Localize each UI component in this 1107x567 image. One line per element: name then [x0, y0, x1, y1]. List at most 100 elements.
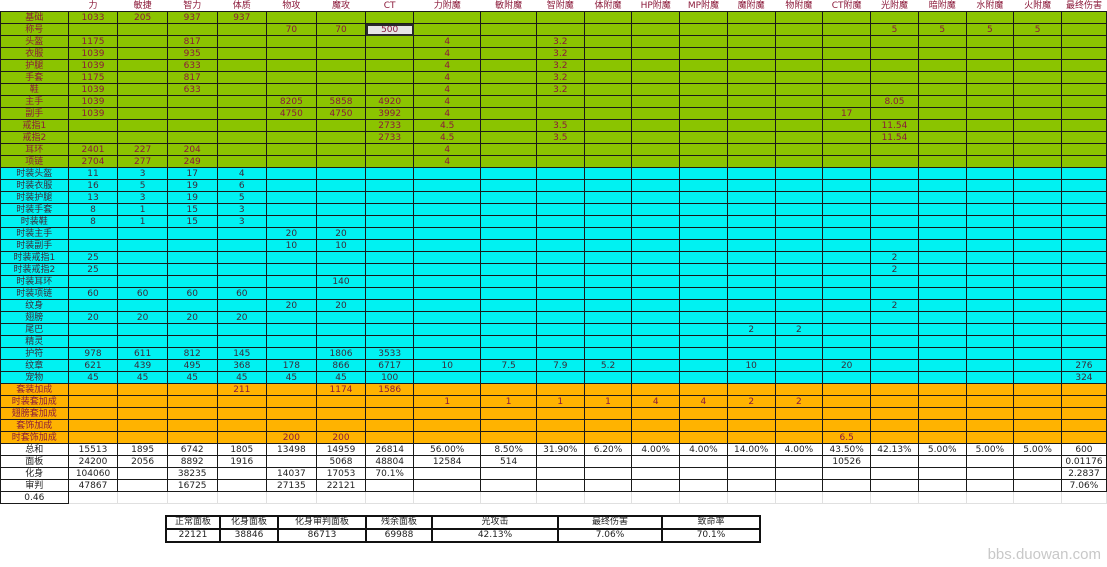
table-cell[interactable]: [774, 191, 824, 204]
table-cell[interactable]: 2: [870, 263, 919, 276]
table-cell[interactable]: 1805: [216, 443, 268, 456]
table-cell[interactable]: [365, 191, 415, 204]
table-cell[interactable]: [631, 167, 681, 180]
table-cell[interactable]: [679, 155, 728, 168]
table-cell[interactable]: [917, 179, 967, 192]
table-cell[interactable]: [726, 95, 776, 108]
table-cell[interactable]: [413, 299, 482, 312]
row-label-cell[interactable]: 时装护腿: [0, 191, 69, 204]
table-cell[interactable]: [870, 491, 919, 504]
table-cell[interactable]: [266, 191, 317, 204]
table-cell[interactable]: 1039: [67, 59, 119, 72]
table-cell[interactable]: 25: [67, 251, 119, 264]
table-cell[interactable]: [1060, 167, 1107, 180]
table-cell[interactable]: 2: [870, 251, 919, 264]
table-cell[interactable]: [413, 215, 482, 228]
table-cell[interactable]: [1013, 239, 1062, 252]
table-cell[interactable]: [822, 251, 872, 264]
table-cell[interactable]: 16: [67, 179, 119, 192]
table-cell[interactable]: [726, 179, 776, 192]
table-cell[interactable]: [67, 491, 119, 504]
table-cell[interactable]: [117, 395, 168, 408]
table-cell[interactable]: [583, 95, 633, 108]
table-cell[interactable]: 45: [117, 371, 168, 384]
table-cell[interactable]: 26814: [365, 443, 415, 456]
table-cell[interactable]: [216, 131, 268, 144]
table-cell[interactable]: [166, 119, 218, 132]
table-cell[interactable]: [413, 179, 482, 192]
table-cell[interactable]: [117, 251, 168, 264]
table-cell[interactable]: [535, 335, 585, 348]
table-cell[interactable]: 1: [480, 395, 537, 408]
table-cell[interactable]: 4.00%: [679, 443, 728, 456]
table-cell[interactable]: [822, 491, 872, 504]
table-cell[interactable]: [679, 347, 728, 360]
table-cell[interactable]: [67, 383, 119, 396]
table-cell[interactable]: 3.5: [535, 131, 585, 144]
table-cell[interactable]: [1060, 335, 1107, 348]
table-cell[interactable]: [965, 275, 1015, 288]
table-cell[interactable]: 935: [166, 47, 218, 60]
table-cell[interactable]: [216, 107, 268, 120]
table-cell[interactable]: [726, 203, 776, 216]
table-cell[interactable]: [679, 119, 728, 132]
table-cell[interactable]: [1013, 407, 1062, 420]
table-cell[interactable]: 3: [216, 203, 268, 216]
table-cell[interactable]: [216, 263, 268, 276]
table-cell[interactable]: [631, 371, 681, 384]
table-cell[interactable]: 2401: [67, 143, 119, 156]
table-cell[interactable]: [822, 167, 872, 180]
table-cell[interactable]: 42.13%: [870, 443, 919, 456]
table-cell[interactable]: 45: [67, 371, 119, 384]
table-cell[interactable]: [917, 395, 967, 408]
table-cell[interactable]: [917, 59, 967, 72]
table-cell[interactable]: [266, 179, 317, 192]
table-cell[interactable]: [917, 251, 967, 264]
table-cell[interactable]: [965, 203, 1015, 216]
table-cell[interactable]: [679, 407, 728, 420]
table-cell[interactable]: [917, 491, 967, 504]
table-cell[interactable]: [917, 263, 967, 276]
table-cell[interactable]: [822, 383, 872, 396]
table-cell[interactable]: [365, 11, 415, 24]
table-cell[interactable]: 20: [266, 227, 317, 240]
table-cell[interactable]: 1039: [67, 83, 119, 96]
table-cell[interactable]: 145: [216, 347, 268, 360]
table-cell[interactable]: [315, 335, 367, 348]
table-cell[interactable]: [1060, 119, 1107, 132]
table-cell[interactable]: [583, 59, 633, 72]
row-label-cell[interactable]: 时装耳环: [0, 275, 69, 288]
table-cell[interactable]: [726, 275, 776, 288]
summary-value-cell[interactable]: 7.06%: [557, 528, 663, 543]
table-cell[interactable]: [315, 191, 367, 204]
table-cell[interactable]: [480, 11, 537, 24]
table-cell[interactable]: 16725: [166, 479, 218, 492]
table-cell[interactable]: [535, 275, 585, 288]
table-cell[interactable]: [67, 299, 119, 312]
table-cell[interactable]: [774, 431, 824, 444]
row-label-cell[interactable]: 时装头盔: [0, 167, 69, 180]
table-cell[interactable]: 17053: [315, 467, 367, 480]
table-cell[interactable]: 4: [413, 59, 482, 72]
table-cell[interactable]: [679, 323, 728, 336]
row-label-cell[interactable]: 时装鞋: [0, 215, 69, 228]
table-cell[interactable]: 11.54: [870, 119, 919, 132]
table-cell[interactable]: [117, 131, 168, 144]
table-cell[interactable]: 8.05: [870, 95, 919, 108]
table-cell[interactable]: [67, 131, 119, 144]
table-cell[interactable]: [679, 83, 728, 96]
table-cell[interactable]: [965, 371, 1015, 384]
table-cell[interactable]: [774, 143, 824, 156]
table-cell[interactable]: [365, 299, 415, 312]
table-cell[interactable]: 45: [315, 371, 367, 384]
table-cell[interactable]: 70: [266, 23, 317, 36]
table-cell[interactable]: [216, 431, 268, 444]
table-cell[interactable]: [315, 179, 367, 192]
table-cell[interactable]: [480, 251, 537, 264]
table-cell[interactable]: [365, 71, 415, 84]
table-cell[interactable]: [822, 419, 872, 432]
table-cell[interactable]: [774, 407, 824, 420]
table-cell[interactable]: [726, 35, 776, 48]
table-cell[interactable]: [917, 371, 967, 384]
table-cell[interactable]: [822, 467, 872, 480]
